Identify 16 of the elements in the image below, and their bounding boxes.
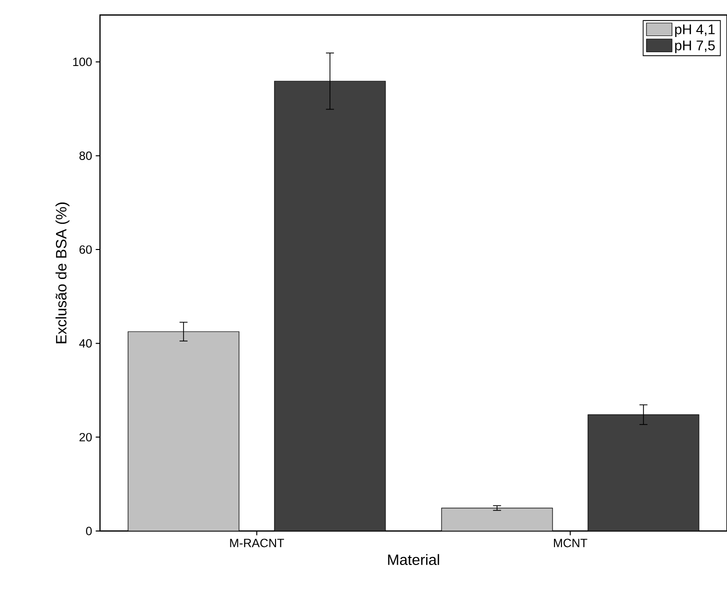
x-axis-title: Material — [388, 554, 440, 566]
bar — [274, 80, 386, 531]
legend-label: pH 4,1 — [675, 24, 715, 38]
y-tick-label: 60 — [80, 245, 92, 254]
bar — [588, 414, 700, 531]
y-tick-label: 80 — [79, 151, 92, 160]
legend-label: pH 7,5 — [675, 40, 715, 54]
y-tick-label: 0 — [86, 526, 92, 536]
x-tick-label: M-RACNT — [230, 538, 284, 548]
y-tick-label: 20 — [80, 432, 92, 442]
y-axis-title: Exclusão de BSA (%) — [56, 202, 70, 344]
bar — [128, 331, 240, 531]
y-tick-label: 100 — [73, 58, 92, 66]
x-tick-label: MCNT — [554, 538, 588, 548]
y-tick-label: 40 — [79, 339, 92, 348]
bar — [441, 508, 553, 531]
